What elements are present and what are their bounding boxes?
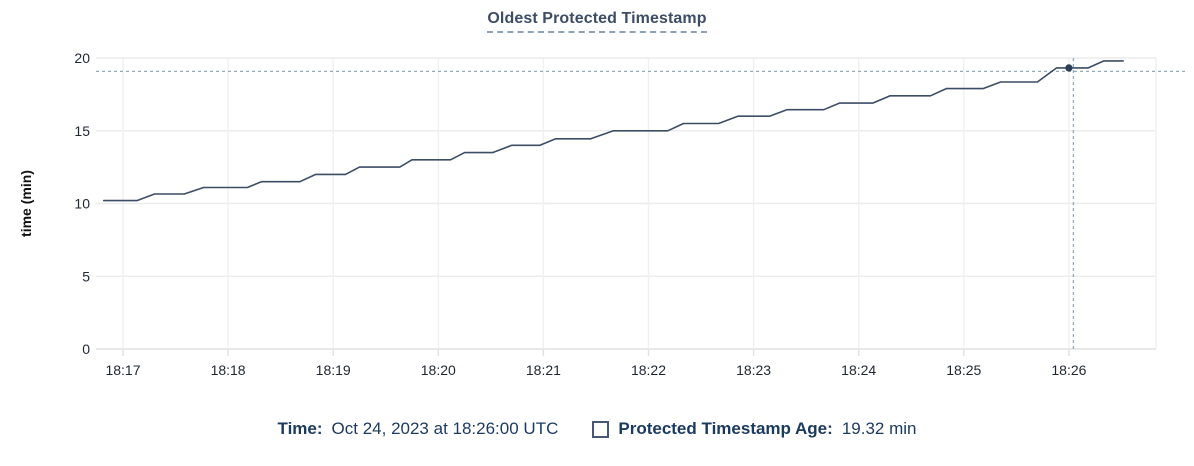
x-tick-label: 18:20 <box>421 362 456 378</box>
chart-canvas[interactable]: 0 5 10 15 20 18:17 18:18 18:19 18:20 18:21 18:22 18… <box>0 0 1194 400</box>
series-value: 19.32 min <box>841 419 917 438</box>
x-tick-label: 18:25 <box>946 362 981 378</box>
y-tick-label: 20 <box>74 50 90 66</box>
y-axis-title: time (min) <box>18 170 34 237</box>
x-tick-label: 18:23 <box>736 362 771 378</box>
chart-title[interactable]: Oldest Protected Timestamp <box>487 10 707 33</box>
y-tick-label: 10 <box>74 196 90 212</box>
time-value: Oct 24, 2023 at 18:26:00 UTC <box>331 419 559 438</box>
x-tick-label: 18:17 <box>105 362 140 378</box>
x-tick-label: 18:24 <box>841 362 876 378</box>
hover-legend: Time: Oct 24, 2023 at 18:26:00 UTC Prote… <box>0 417 1194 441</box>
chart-title-row: Oldest Protected Timestamp <box>0 10 1194 33</box>
x-tick-label: 18:19 <box>316 362 351 378</box>
time-label: Time: <box>277 419 323 438</box>
series-line <box>102 60 1124 202</box>
y-tick-label: 0 <box>82 341 90 357</box>
y-tick-label: 15 <box>74 123 90 139</box>
x-tick-label: 18:21 <box>526 362 561 378</box>
series-swatch-square-icon[interactable] <box>592 420 610 438</box>
x-tick-label: 18:26 <box>1051 362 1086 378</box>
legend-spacer <box>567 429 583 430</box>
x-tick-label: 18:18 <box>211 362 246 378</box>
hover-point <box>1065 64 1073 72</box>
series-label: Protected Timestamp Age: <box>618 419 833 438</box>
y-tick-label: 5 <box>82 268 90 284</box>
x-tick-label: 18:22 <box>631 362 666 378</box>
